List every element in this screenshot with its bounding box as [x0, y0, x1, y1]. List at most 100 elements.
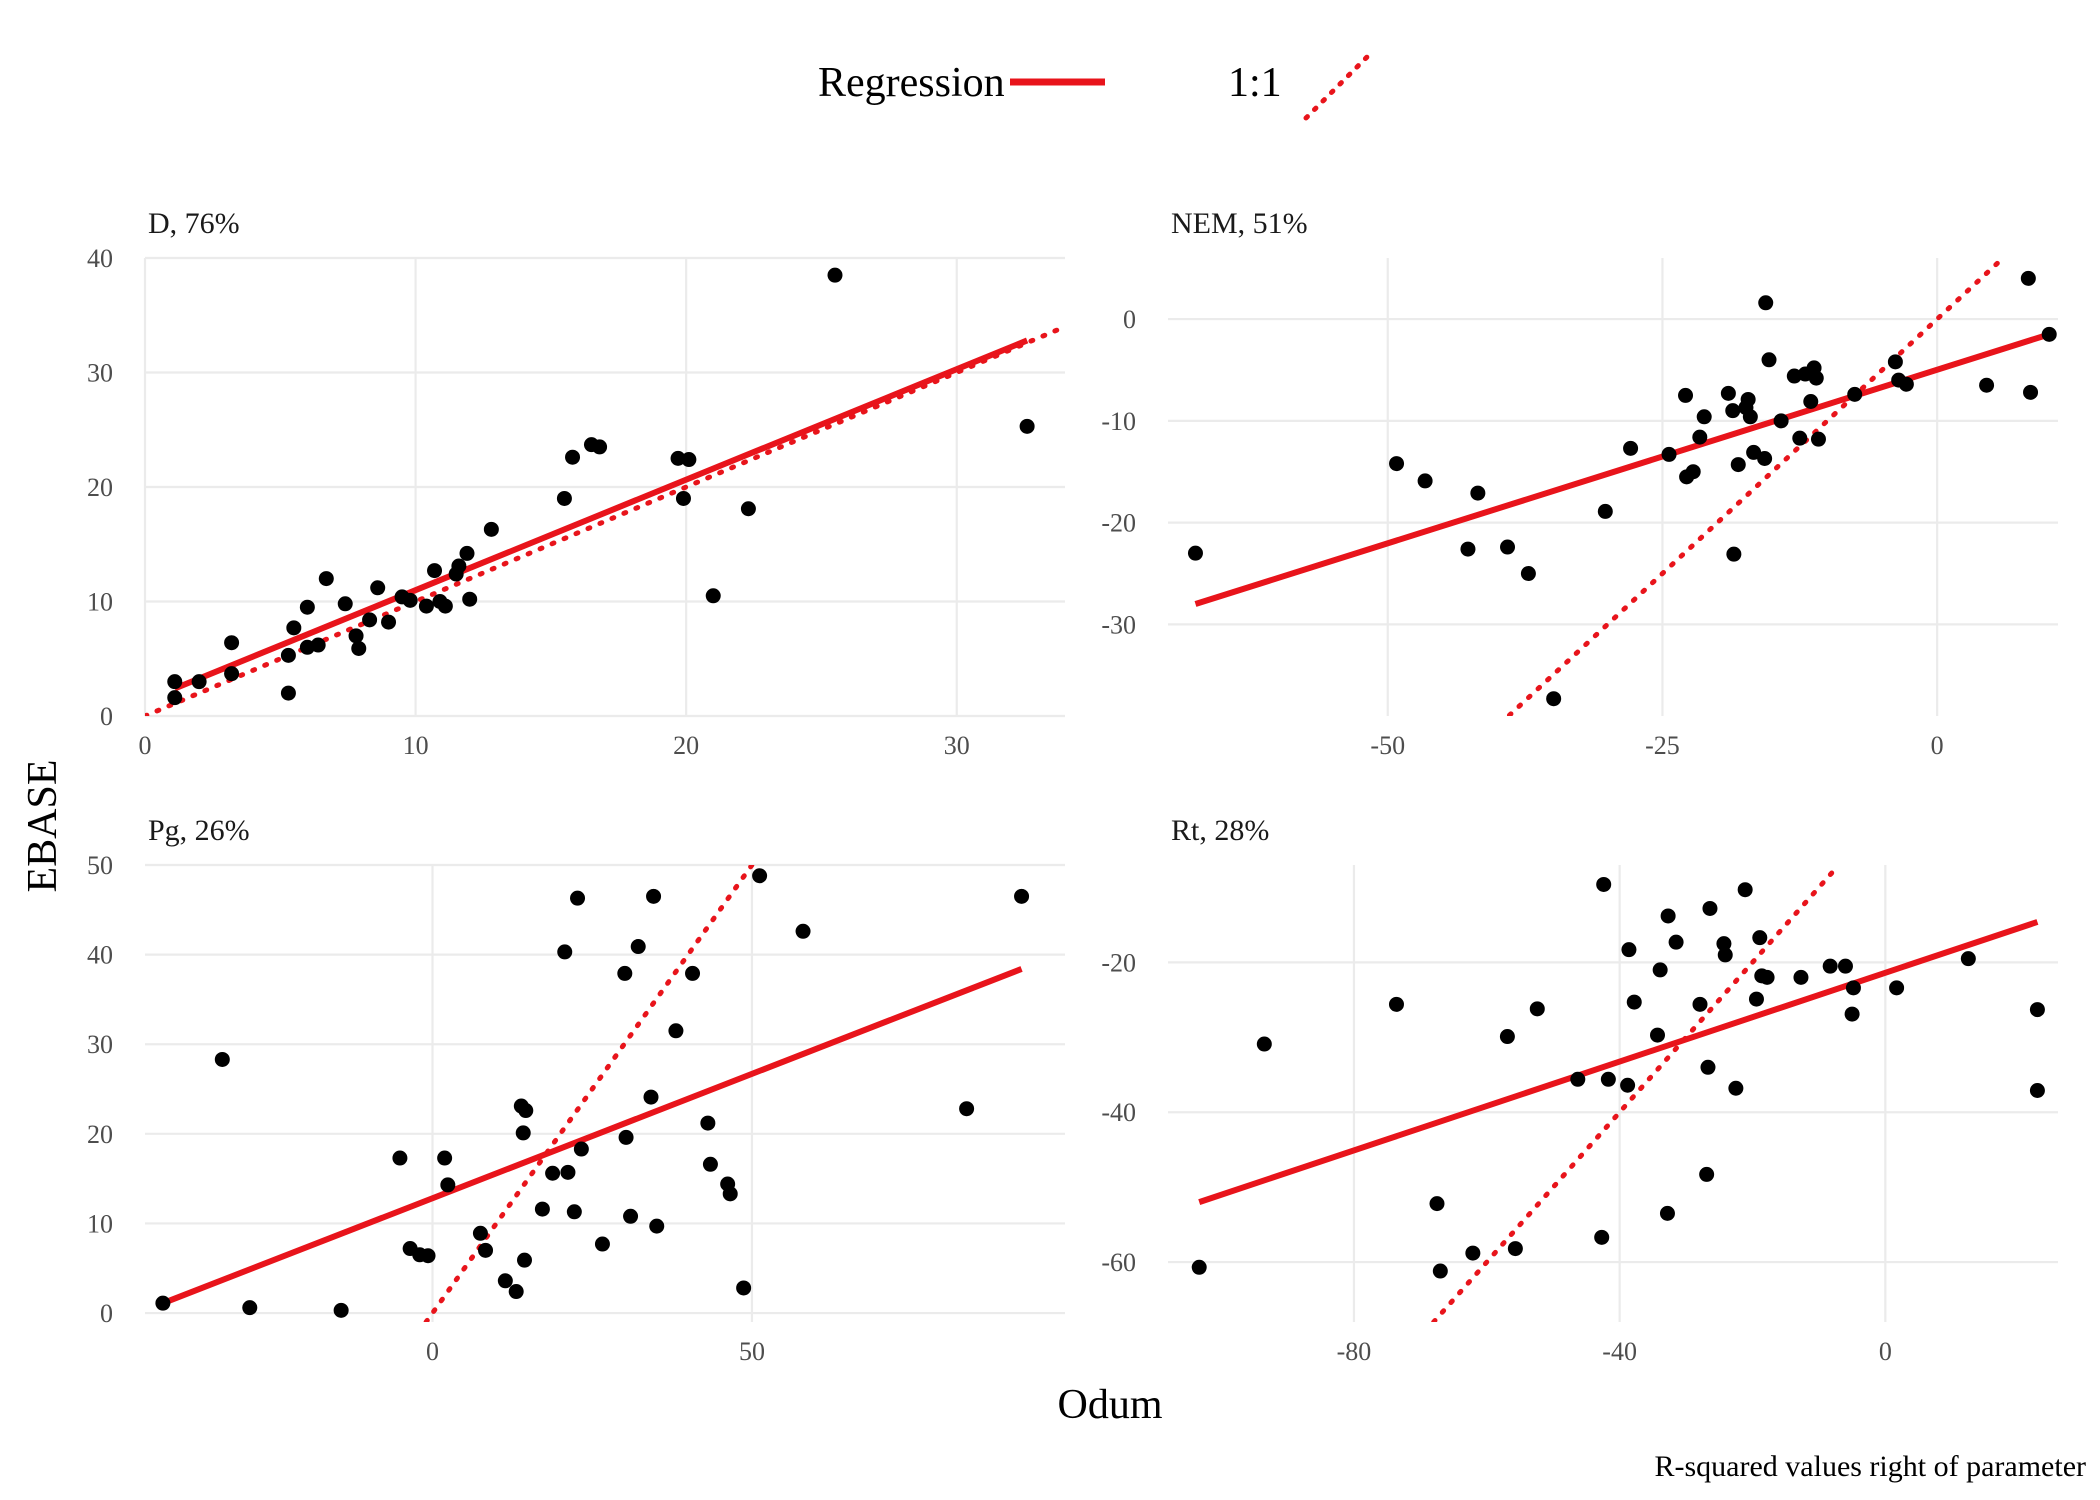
- data-point: [1773, 413, 1789, 429]
- data-point: [286, 620, 302, 636]
- data-point: [668, 1023, 684, 1039]
- data-point: [1417, 473, 1433, 489]
- data-point: [1470, 485, 1486, 501]
- data-point: [618, 1129, 634, 1145]
- y-tick-label: -20: [1101, 948, 1136, 977]
- data-point: [1660, 908, 1676, 924]
- regression-line: [173, 337, 1029, 692]
- data-point: [1620, 1077, 1636, 1093]
- regression-line: [1198, 919, 2039, 1205]
- identity-line: [1431, 865, 1842, 1322]
- data-point: [1652, 962, 1668, 978]
- plot-area: [1504, 258, 2006, 716]
- data-point: [1728, 1080, 1744, 1096]
- data-point: [333, 1302, 349, 1318]
- data-point: [1659, 1205, 1675, 1221]
- data-point: [1845, 980, 1861, 996]
- x-tick-label: -80: [1337, 1337, 1372, 1366]
- data-point: [280, 647, 296, 663]
- data-point: [1191, 1259, 1207, 1275]
- data-point: [462, 591, 478, 607]
- data-point: [337, 596, 353, 612]
- data-point: [1757, 451, 1773, 467]
- x-tick-label: 50: [739, 1337, 765, 1366]
- y-tick-label: 10: [87, 1209, 113, 1238]
- data-point: [630, 939, 646, 955]
- data-point: [1742, 409, 1758, 425]
- data-point: [736, 1280, 752, 1296]
- y-tick-label: -20: [1101, 509, 1136, 538]
- data-point: [1726, 546, 1742, 562]
- data-point: [2041, 326, 2057, 342]
- y-tick-label: -40: [1101, 1098, 1136, 1127]
- data-point: [451, 558, 467, 574]
- data-point: [518, 1103, 534, 1119]
- plot-area: [145, 324, 1065, 716]
- data-point: [299, 599, 315, 615]
- data-point: [1661, 446, 1677, 462]
- regression-line: [1194, 331, 2051, 607]
- data-point: [1570, 1071, 1586, 1087]
- x-tick-label: -25: [1645, 731, 1680, 760]
- data-point: [459, 545, 475, 561]
- data-point: [1623, 440, 1639, 456]
- legend-label-identity: 1:1: [1228, 60, 1282, 106]
- caption: R-squared values right of parameter: [1655, 1450, 2087, 1483]
- plot-area: [1431, 865, 1842, 1322]
- data-point: [517, 1252, 532, 1268]
- data-point: [437, 598, 453, 614]
- data-point: [1889, 980, 1905, 996]
- y-tick-label: 40: [87, 941, 113, 970]
- data-point: [557, 944, 573, 960]
- data-point: [392, 1150, 408, 1166]
- data-point: [440, 1177, 456, 1193]
- data-point: [214, 1051, 230, 1067]
- data-point: [565, 449, 581, 465]
- data-point: [594, 1236, 610, 1252]
- data-point: [1792, 430, 1808, 446]
- y-tick-label: 10: [87, 588, 113, 617]
- data-point: [1720, 385, 1736, 401]
- data-point: [1810, 431, 1826, 447]
- panel-title: NEM, 51%: [1171, 207, 1308, 240]
- x-tick-label: -40: [1602, 1337, 1637, 1366]
- data-point: [1594, 1229, 1610, 1245]
- data-point: [418, 598, 434, 614]
- data-point: [1597, 503, 1613, 519]
- data-point: [2023, 384, 2039, 400]
- data-point: [420, 1248, 436, 1264]
- data-point: [497, 1273, 513, 1289]
- data-point: [2029, 1002, 2045, 1018]
- data-point: [1429, 1196, 1445, 1212]
- y-tick-label: 0: [100, 1299, 113, 1328]
- y-tick-label: 20: [87, 473, 113, 502]
- data-point: [1822, 958, 1838, 974]
- data-point: [351, 640, 367, 656]
- data-point: [483, 521, 499, 537]
- data-point: [242, 1300, 258, 1316]
- data-point: [2029, 1083, 2045, 1099]
- data-point: [545, 1165, 561, 1181]
- data-point: [348, 628, 364, 644]
- data-point: [224, 666, 240, 682]
- x-tick-label: 0: [1931, 731, 1944, 760]
- data-point: [1759, 969, 1775, 985]
- data-point: [370, 580, 386, 596]
- data-point: [1546, 691, 1562, 707]
- x-tick-label: 10: [403, 731, 429, 760]
- data-point: [670, 450, 686, 466]
- data-point: [1692, 429, 1708, 445]
- y-tick-label: -10: [1101, 407, 1136, 436]
- data-point: [155, 1295, 171, 1311]
- data-point: [700, 1115, 716, 1131]
- data-point: [556, 490, 572, 506]
- data-point: [1793, 969, 1809, 985]
- data-point: [1520, 566, 1536, 582]
- data-point: [1389, 456, 1405, 472]
- legend-label-regression: Regression: [818, 60, 1005, 106]
- data-point: [1014, 888, 1030, 904]
- data-point: [1529, 1001, 1545, 1017]
- data-point: [1702, 900, 1718, 916]
- data-point: [280, 685, 296, 701]
